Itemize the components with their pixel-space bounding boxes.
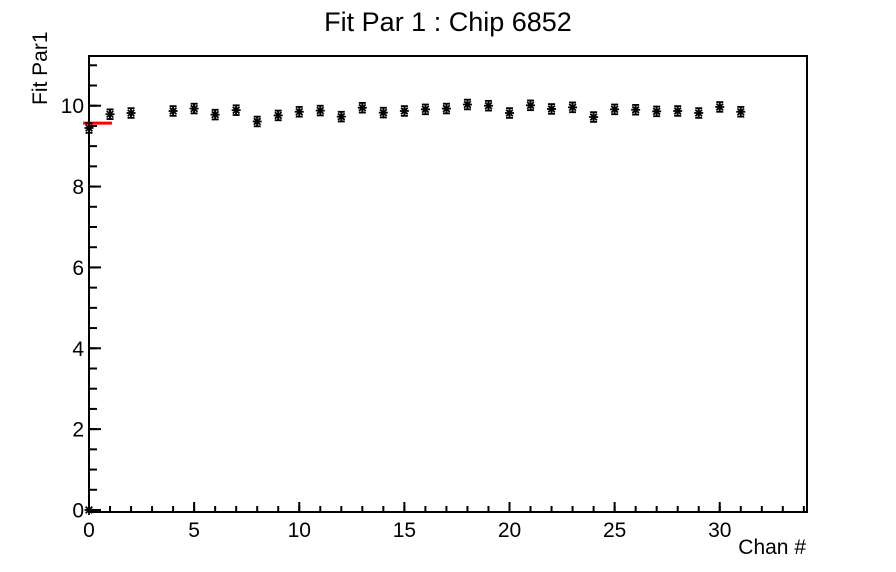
data-point-marker <box>252 116 262 127</box>
data-point-marker <box>504 108 514 118</box>
marker-stroke <box>379 108 388 117</box>
data-point-marker <box>462 99 472 110</box>
data-point-marker <box>589 112 599 123</box>
marker-stroke <box>442 104 451 113</box>
x-tick-label: 25 <box>603 519 626 542</box>
marker-stroke <box>190 104 199 113</box>
marker-stroke <box>127 109 135 117</box>
x-tick-label: 15 <box>393 519 416 542</box>
plot-area: 0 5 10 15 20 25 30 0 2 4 6 8 10 <box>61 55 808 542</box>
marker-stroke <box>673 107 682 115</box>
marker-stroke <box>400 107 409 115</box>
data-point-marker <box>673 105 683 116</box>
data-point-marker <box>694 108 704 118</box>
data-point-marker <box>631 104 641 115</box>
marker-stroke <box>526 101 535 110</box>
y-tick-label: 8 <box>72 176 84 199</box>
marker-stroke <box>421 105 430 114</box>
marker-stroke <box>232 106 241 115</box>
x-tick-label: 20 <box>498 519 521 542</box>
data-point-marker <box>483 100 493 111</box>
marker-stroke <box>253 117 262 126</box>
data-point-marker <box>210 109 220 120</box>
y-axis-title: Fit Par1 <box>29 31 52 105</box>
marker-stroke <box>85 506 93 514</box>
data-point-marker <box>736 106 746 117</box>
data-point-marker <box>526 100 536 111</box>
marker-stroke <box>337 112 346 121</box>
marker-stroke <box>106 110 114 119</box>
x-tick-label: 10 <box>288 519 311 542</box>
data-point-marker <box>610 104 620 115</box>
data-point-marker <box>568 102 578 113</box>
marker-stroke <box>169 107 178 115</box>
data-point-marker <box>168 105 178 116</box>
data-point-marker <box>189 103 199 114</box>
data-point-marker <box>294 106 304 117</box>
marker-stroke <box>547 105 556 113</box>
marker-stroke <box>631 105 640 114</box>
marker-stroke <box>484 101 493 110</box>
data-point-marker <box>105 109 115 120</box>
data-point-marker <box>652 106 662 117</box>
marker-stroke <box>358 103 367 112</box>
data-point-marker <box>126 108 136 118</box>
y-tick-label: 2 <box>72 419 84 442</box>
marker-stroke <box>463 100 472 109</box>
marker-stroke <box>316 106 325 115</box>
data-point-marker <box>336 111 346 122</box>
data-point-marker <box>420 104 430 115</box>
marker-stroke <box>295 107 304 116</box>
marker-stroke <box>736 107 745 116</box>
marker-stroke <box>274 111 283 120</box>
y-tick-label: 10 <box>61 95 84 118</box>
y-tick-label: 4 <box>72 338 84 361</box>
data-point-marker <box>378 107 388 118</box>
marker-stroke <box>589 113 598 121</box>
marker-stroke <box>568 103 577 112</box>
x-axis-title: Chan # <box>738 536 806 559</box>
data-point-marker <box>84 122 94 133</box>
marker-stroke <box>211 110 220 119</box>
chart-title: Fit Par 1 : Chip 6852 <box>324 7 572 37</box>
y-tick-label: 6 <box>72 257 84 280</box>
data-point-marker <box>84 504 94 515</box>
marker-stroke <box>610 105 619 114</box>
data-point-marker <box>315 105 325 116</box>
y-tick-label: 0 <box>72 499 84 522</box>
marker-stroke <box>652 107 661 116</box>
x-tick-label: 30 <box>708 519 731 542</box>
data-point-marker <box>399 105 409 116</box>
data-point-marker <box>357 102 367 113</box>
data-point-marker <box>273 110 283 121</box>
data-point-marker <box>231 105 241 116</box>
plot-frame <box>88 55 808 513</box>
data-point-marker <box>715 101 725 112</box>
x-tick-label: 0 <box>83 519 95 542</box>
x-tick-label: 5 <box>188 519 200 542</box>
marker-stroke <box>694 109 703 117</box>
data-point-marker <box>547 103 557 114</box>
marker-stroke <box>715 102 724 111</box>
data-point-marker <box>441 103 451 114</box>
marker-stroke <box>505 109 514 117</box>
marker-stroke <box>85 124 93 132</box>
